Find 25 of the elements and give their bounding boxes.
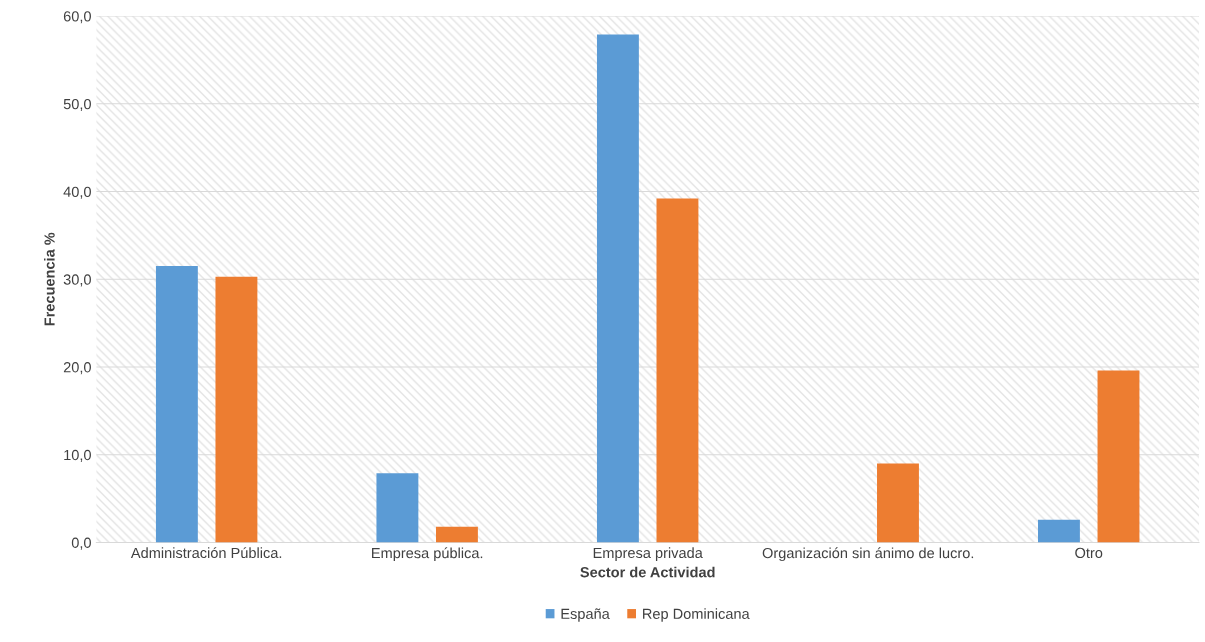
y-axis-title: Frecuencia %	[44, 232, 55, 326]
x-tick-label: Empresa privada	[593, 547, 703, 561]
y-tick-label: 60,0	[63, 11, 91, 24]
x-tick-label: Organización sin ánimo de lucro.	[762, 547, 974, 562]
y-tick-label: 20,0	[63, 362, 91, 375]
bar	[435, 526, 478, 543]
x-tick-label: Otro	[1075, 547, 1103, 559]
y-tick-label: 10,0	[64, 449, 91, 462]
bar	[376, 473, 419, 543]
bar	[877, 463, 919, 543]
y-tick-label: 0,0	[71, 537, 91, 550]
legend-label: Rep Dominicana	[643, 608, 750, 622]
y-tick-label: 50,0	[63, 98, 91, 111]
bar	[1038, 519, 1080, 543]
bar	[215, 276, 258, 543]
y-tick-label: 40,0	[63, 186, 91, 199]
x-tick-label: Empresa pública.	[372, 547, 483, 562]
bar	[596, 34, 639, 543]
legend-label: España	[561, 608, 610, 622]
x-axis-title: Sector de Actividad	[580, 566, 715, 578]
bar	[155, 266, 198, 543]
bar	[1097, 370, 1140, 543]
y-tick-label: 30,0	[63, 274, 91, 287]
bar	[656, 198, 699, 543]
x-tick-label: Administración Pública.	[130, 547, 282, 559]
